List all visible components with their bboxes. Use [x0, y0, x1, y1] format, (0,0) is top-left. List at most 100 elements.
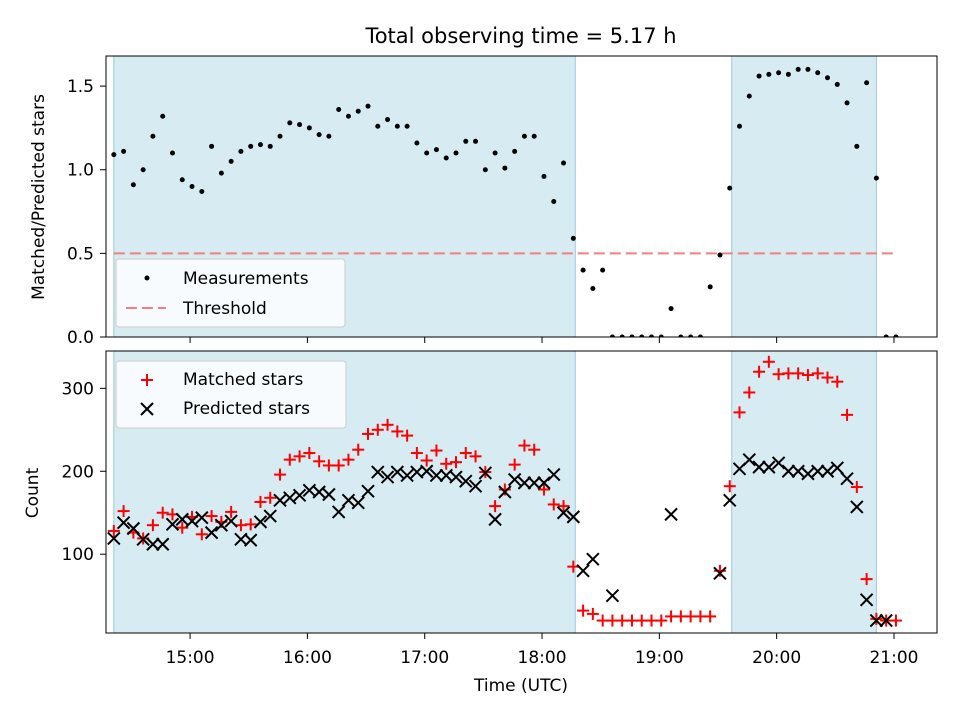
- matched-star-point: [821, 371, 834, 384]
- matched-star-point: [410, 447, 423, 460]
- top-y-axis: 0.0 0.5 1.0 1.5: [67, 77, 106, 348]
- predicted-star-point: [811, 464, 825, 478]
- measurement-point: [277, 133, 283, 139]
- measurement-point: [140, 167, 146, 173]
- matched-star-point: [342, 453, 355, 466]
- matched-star-point: [205, 510, 218, 523]
- predicted-star-point: [283, 491, 297, 505]
- predicted-star-point: [116, 515, 131, 530]
- predicted-star-point: [107, 531, 121, 546]
- measurement-point: [385, 117, 391, 123]
- bottom-shaded-interval-1: [731, 351, 877, 633]
- predicted-star-point: [547, 467, 561, 482]
- predicted-star-point: [351, 496, 365, 510]
- predicted-star-point: [400, 468, 414, 483]
- predicted-star-point: [742, 452, 756, 467]
- measurement-point: [580, 267, 586, 273]
- predicted-star-point: [879, 613, 893, 628]
- predicted-star-point: [527, 476, 541, 490]
- matched-star-point: [586, 607, 599, 620]
- predicted-star-point: [850, 500, 864, 514]
- predicted-star-point: [859, 593, 874, 607]
- bottom-y-tick-label-1: 200: [62, 462, 94, 482]
- matched-star-point: [753, 365, 766, 378]
- measurement-point: [864, 80, 870, 86]
- predicted-star-point: [371, 465, 385, 479]
- measurement-point: [199, 188, 205, 194]
- measurement-point: [766, 71, 772, 77]
- predicted-star-point: [449, 470, 463, 484]
- matched-star-point: [293, 450, 306, 463]
- measurement-point: [121, 148, 127, 154]
- measurement-point: [189, 183, 195, 189]
- top-plot-marks: [111, 66, 899, 337]
- measurement-point: [238, 148, 244, 154]
- x-axis-label: Time (UTC): [473, 676, 568, 696]
- matched-star-point: [537, 483, 550, 496]
- predicted-star-point: [341, 493, 356, 508]
- matched-star-point: [401, 429, 414, 442]
- matched-star-point: [850, 481, 863, 494]
- predicted-star-point: [312, 485, 326, 499]
- measurement-point: [658, 334, 664, 337]
- top-y-tick-label-1: 0.5: [67, 244, 94, 264]
- measurement-point: [590, 285, 596, 291]
- measurement-point: [678, 334, 684, 337]
- legend-label-matched: Matched stars: [183, 370, 303, 390]
- legend-label-predicted: Predicted stars: [183, 399, 310, 419]
- matched-star-point: [704, 610, 717, 623]
- measurement-point: [502, 165, 508, 171]
- matched-star-point: [254, 495, 267, 508]
- measurement-point: [512, 148, 518, 154]
- measurement-point: [561, 160, 567, 166]
- predicted-star-point: [840, 472, 854, 486]
- predicted-star-point: [429, 468, 444, 483]
- matched-star-point: [723, 480, 736, 493]
- measurement-point: [248, 143, 254, 149]
- measurement-point: [424, 150, 430, 156]
- measurement-point: [688, 334, 694, 337]
- measurement-point: [609, 334, 615, 337]
- measurement-point: [257, 142, 263, 148]
- measurement-point: [355, 108, 361, 114]
- measurement-point: [521, 133, 527, 139]
- predicted-star-point: [781, 464, 796, 478]
- predicted-star-point: [165, 517, 180, 532]
- measurement-point: [551, 199, 557, 205]
- top-y-tick-label-3: 1.5: [67, 77, 94, 97]
- predicted-star-point: [468, 479, 483, 493]
- predicted-star-point: [253, 515, 268, 529]
- matched-star-point: [831, 375, 844, 388]
- top-panel: 0.0 0.5 1.0 1.5 Matched/Predicted stars Mea…: [29, 55, 938, 348]
- x-tick-label-2: 17:00: [400, 648, 449, 668]
- predicted-star-point: [830, 461, 844, 475]
- top-legend: Measurements Threshold: [115, 258, 346, 328]
- measurement-point: [844, 100, 850, 106]
- measurement-point: [365, 103, 371, 109]
- bottom-y-tick-label-0: 100: [62, 545, 94, 565]
- matched-star-point: [528, 443, 541, 456]
- measurement-point: [541, 173, 547, 179]
- bottom-y-axis: 100 200 300: [62, 379, 106, 565]
- measurement-point: [111, 152, 117, 158]
- predicted-star-point: [322, 487, 336, 502]
- x-tick-label-3: 18:00: [518, 648, 567, 668]
- matched-star-point: [332, 459, 345, 472]
- x-tick-label-5: 20:00: [752, 648, 801, 668]
- matched-star-point: [469, 450, 482, 463]
- matched-star-point: [176, 521, 189, 534]
- measurement-point: [776, 70, 782, 76]
- predicted-star-point: [771, 456, 786, 470]
- predicted-star-point: [263, 509, 277, 523]
- predicted-star-point: [478, 466, 493, 480]
- predicted-star-point: [507, 472, 522, 487]
- matched-star-point: [459, 447, 472, 460]
- measurement-point: [531, 133, 537, 139]
- matched-star-point: [841, 408, 854, 421]
- legend-marker-predicted: [140, 402, 154, 416]
- measurement-point: [297, 122, 303, 128]
- measurement-point: [414, 140, 420, 146]
- measurement-point: [473, 138, 479, 144]
- top-y-tick-label-0: 0.0: [67, 328, 94, 348]
- matched-star-point: [547, 498, 560, 511]
